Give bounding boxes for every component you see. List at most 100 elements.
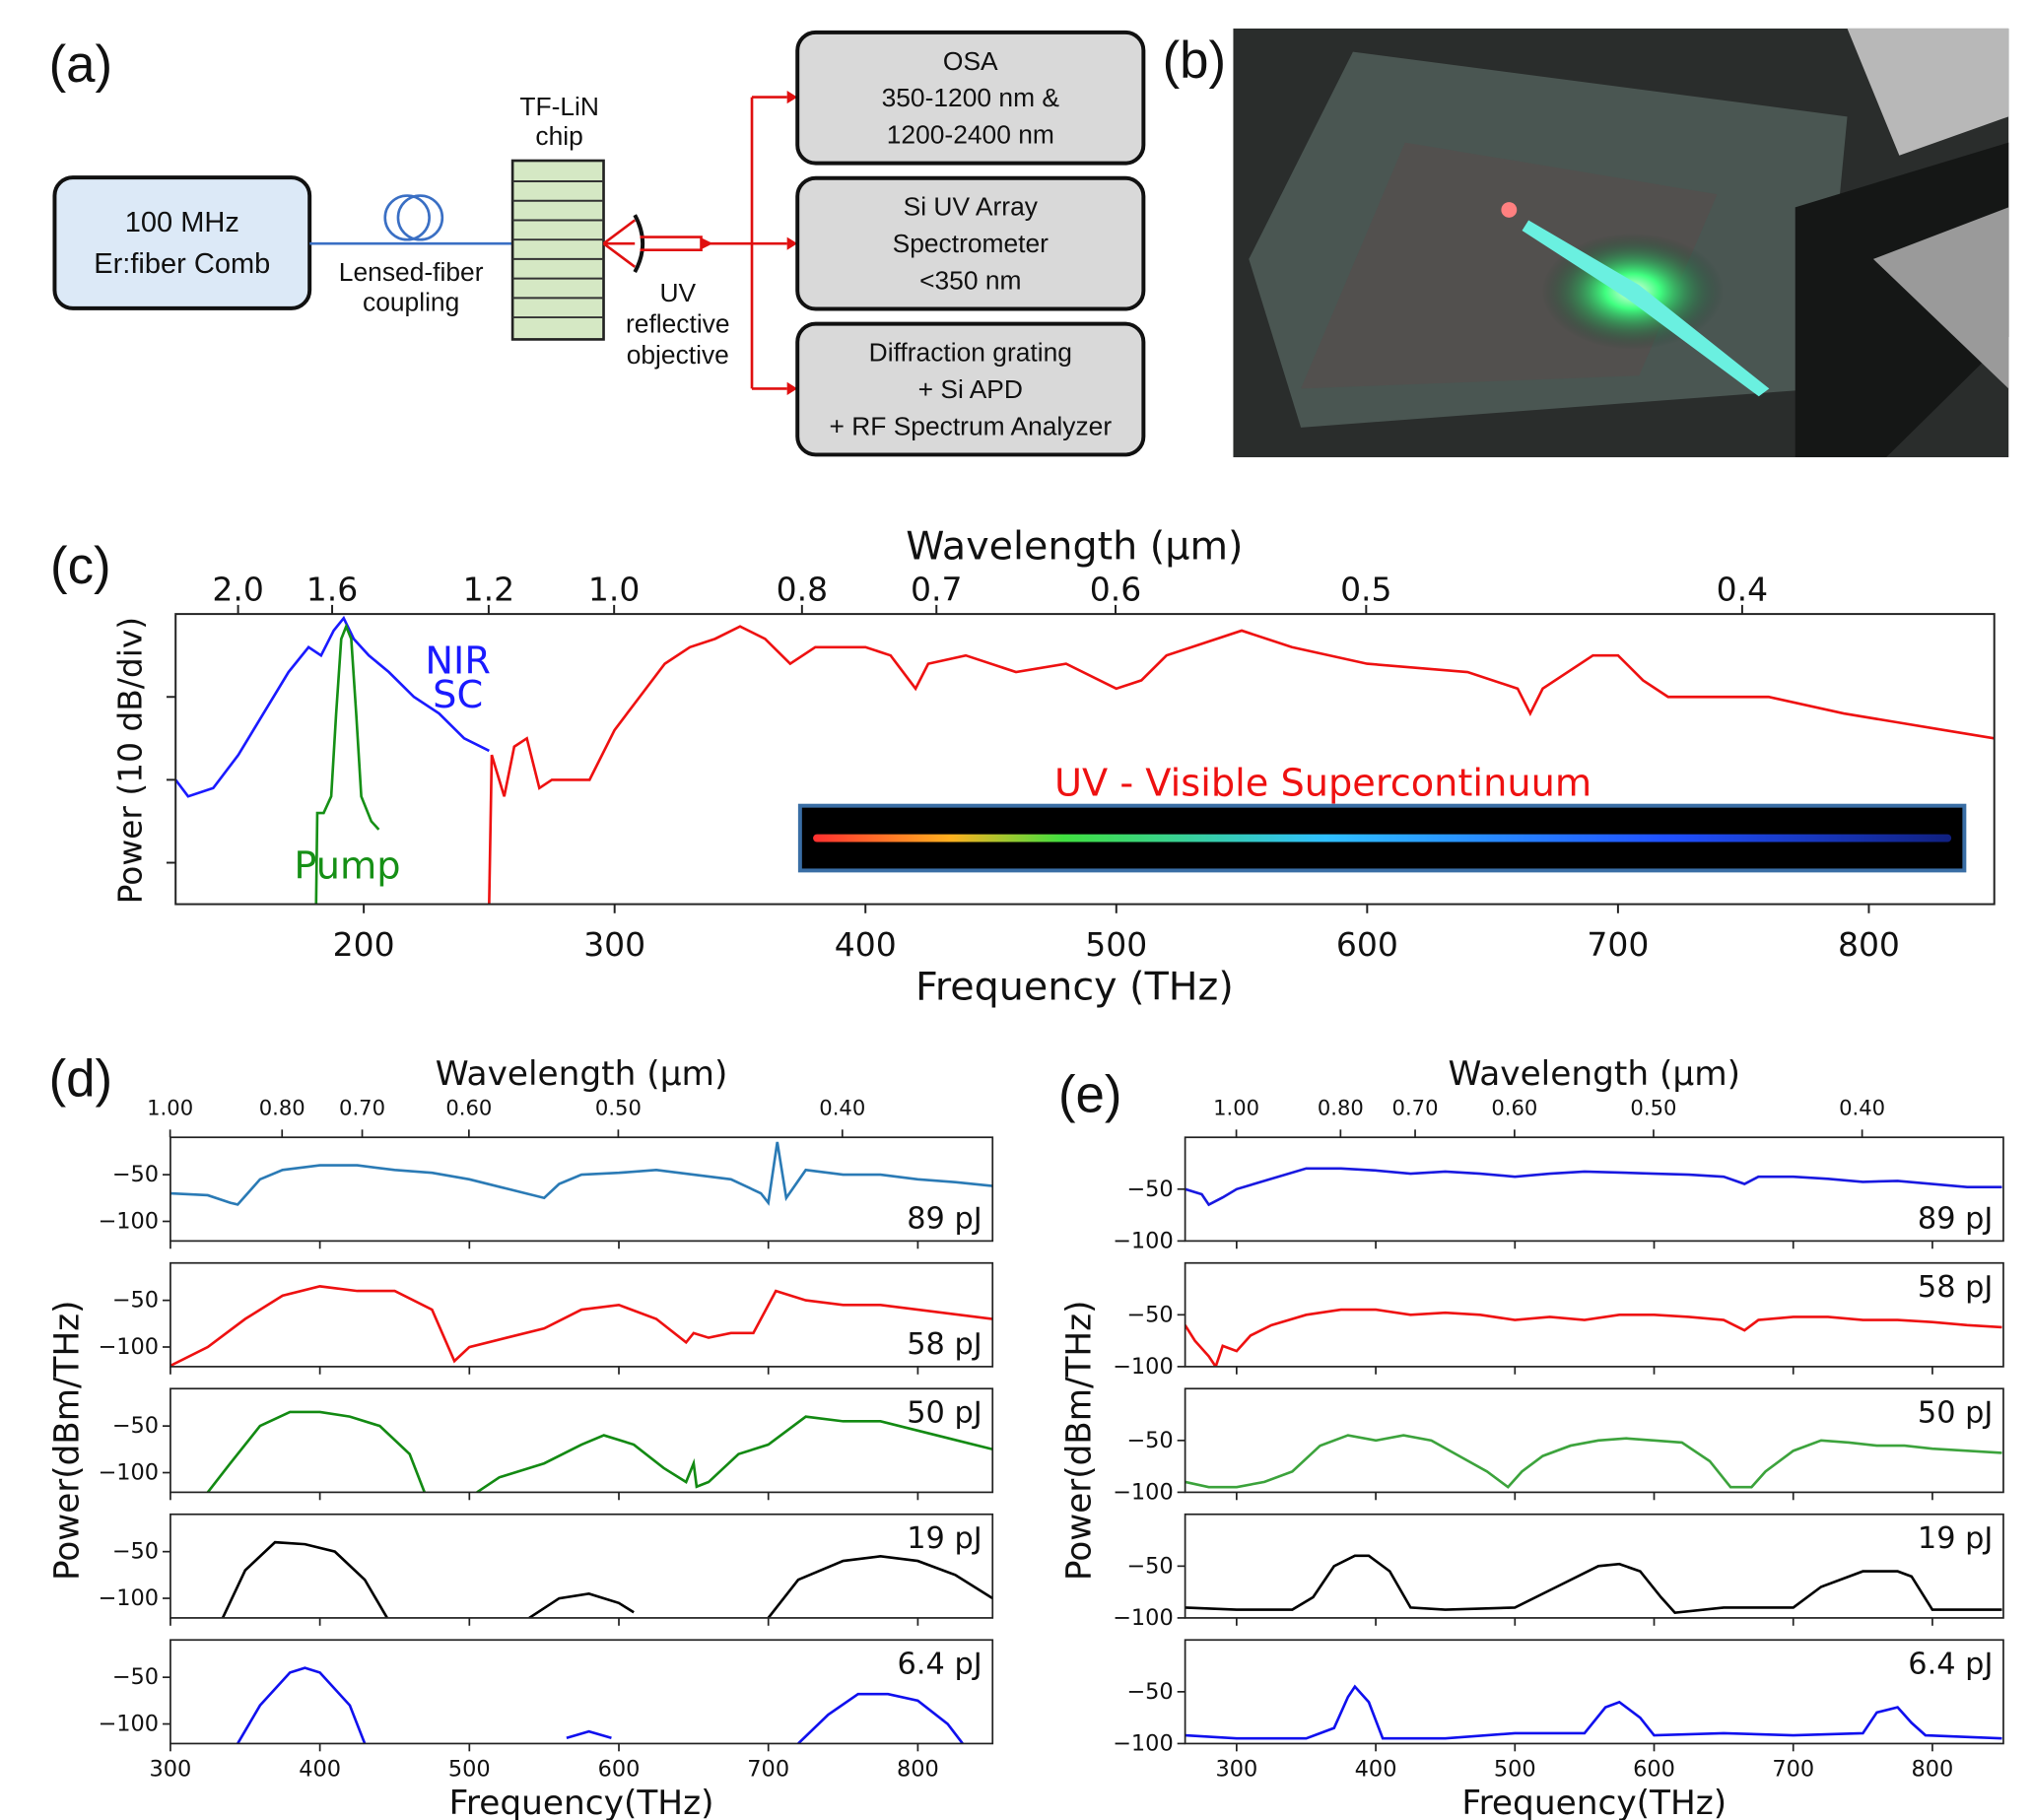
page: (a) 100 MHz Er:fiber Comb Lensed-fiber c… [0, 0, 2032, 1820]
plot-frame [1185, 1640, 2003, 1743]
plot-frame [170, 1263, 992, 1367]
detector-text: 350-1200 nm & [882, 83, 1060, 112]
x-tick-label: 700 [1587, 925, 1649, 964]
x2-tick-label: 0.50 [1630, 1096, 1676, 1120]
y-tick-label: −100 [98, 1712, 159, 1737]
subplot-label: 19 pJ [1918, 1521, 1993, 1556]
y-axis-label: Power (10 dB/div) [110, 617, 149, 905]
x-tick-label: 700 [747, 1757, 789, 1783]
detector-text: + RF Spectrum Analyzer [829, 412, 1112, 441]
series-line [223, 1542, 992, 1618]
plot-frame [170, 1137, 992, 1241]
x2-tick-label: 0.4 [1717, 571, 1768, 609]
x2-tick-label: 0.50 [595, 1096, 642, 1120]
series-line [1185, 1169, 2002, 1205]
x2-tick-label: 1.2 [463, 571, 514, 609]
fiber-coil [398, 196, 442, 240]
source-box [54, 177, 309, 308]
spectrum-image [800, 806, 1964, 871]
subplot-label: 6.4 pJ [1908, 1648, 1993, 1682]
x-tick-label: 800 [897, 1757, 939, 1783]
subplot-label: 19 pJ [907, 1521, 982, 1556]
x-tick-label: 300 [150, 1757, 192, 1783]
x2-axis-label: Wavelength (µm) [436, 1054, 728, 1094]
source-text: 100 MHz [125, 207, 239, 238]
x2-tick-label: 1.6 [306, 571, 358, 609]
series-line [1185, 1310, 2002, 1367]
x2-tick-label: 1.00 [147, 1096, 193, 1120]
annotation: Pump [294, 845, 400, 889]
y-axis-label: Power(dBm/THz) [48, 1301, 88, 1581]
series-line [1185, 1556, 2002, 1613]
y-tick-label: −50 [1126, 1302, 1173, 1327]
figure: (a) 100 MHz Er:fiber Comb Lensed-fiber c… [0, 0, 2032, 1820]
x-tick-label: 800 [1838, 925, 1900, 964]
y-axis-label: Power(dBm/THz) [1060, 1301, 1100, 1581]
y-tick-label: −100 [98, 1460, 159, 1486]
panel-label: (d) [49, 1050, 113, 1109]
panel-label: (b) [1163, 32, 1227, 90]
x2-tick-label: 0.70 [339, 1096, 385, 1120]
x2-tick-label: 0.40 [819, 1096, 865, 1120]
y-tick-label: −50 [1126, 1679, 1173, 1705]
x2-tick-label: 2.0 [212, 571, 263, 609]
x2-tick-label: 0.7 [911, 571, 962, 609]
x-tick-label: 500 [1494, 1757, 1536, 1783]
y-tick-label: −100 [98, 1334, 159, 1360]
x2-tick-label: 0.60 [445, 1096, 492, 1120]
objective-text: UV [659, 278, 696, 307]
x2-axis-label: Wavelength (µm) [906, 524, 1243, 570]
subplot-label: 50 pJ [1918, 1396, 1993, 1431]
objective-text: objective [627, 340, 729, 370]
y-tick-label: −50 [1126, 1177, 1173, 1202]
annotation: SC [433, 674, 483, 717]
objective-text: reflective [626, 309, 730, 339]
x2-tick-label: 1.00 [1213, 1096, 1259, 1120]
detector-text: <350 nm [919, 266, 1021, 296]
chip-text: TF-LiN [519, 92, 599, 121]
series-line [1185, 1687, 2002, 1739]
x2-tick-label: 0.6 [1090, 571, 1141, 609]
x-tick-label: 700 [1772, 1757, 1814, 1783]
x-axis-label: Frequency(THz) [449, 1784, 714, 1820]
detector-text: OSA [943, 46, 998, 76]
x-tick-label: 400 [835, 925, 897, 964]
x2-tick-label: 0.80 [1318, 1096, 1364, 1120]
x-tick-label: 300 [583, 925, 645, 964]
y-tick-label: −100 [1113, 1228, 1174, 1253]
y-tick-label: −100 [1113, 1479, 1174, 1505]
source-text: Er:fiber Comb [94, 248, 270, 280]
x2-tick-label: 0.40 [1839, 1096, 1885, 1120]
subplot-label: 58 pJ [907, 1327, 982, 1362]
fiber-coil [385, 196, 430, 240]
annotation: UV - Visible Supercontinuum [1054, 762, 1592, 805]
x2-tick-label: 0.80 [259, 1096, 305, 1120]
detector-text: 1200-2400 nm [887, 120, 1054, 150]
x-tick-label: 500 [448, 1757, 491, 1783]
y-tick-label: −50 [112, 1539, 159, 1565]
chip-text: chip [535, 121, 582, 151]
detector-text: Spectrometer [893, 229, 1050, 258]
y-tick-label: −50 [112, 1664, 159, 1690]
y-tick-label: −100 [1113, 1605, 1174, 1631]
y-tick-label: −50 [112, 1288, 159, 1314]
y-tick-label: −100 [1113, 1354, 1174, 1380]
x-tick-label: 800 [1912, 1757, 1954, 1783]
plot-frame [1185, 1515, 2003, 1618]
series-line [208, 1412, 992, 1493]
plot-frame [170, 1640, 992, 1743]
x2-tick-label: 0.60 [1491, 1096, 1537, 1120]
y-tick-label: −50 [1126, 1428, 1173, 1453]
panel-label: (e) [1058, 1065, 1122, 1123]
y-tick-label: −50 [112, 1413, 159, 1439]
x2-tick-label: 0.70 [1392, 1096, 1439, 1120]
photo [1233, 29, 2008, 457]
x-tick-label: 400 [299, 1757, 341, 1783]
x2-tick-label: 1.0 [588, 571, 640, 609]
detector-text: Si UV Array [904, 192, 1039, 222]
detector-text: Diffraction grating [869, 338, 1072, 368]
plot-frame [170, 1515, 992, 1618]
x2-tick-label: 0.5 [1340, 571, 1391, 609]
plot-frame [170, 1388, 992, 1492]
detectors: OSA 350-1200 nm & 1200-2400 nm Si UV Array S… [797, 33, 1143, 455]
